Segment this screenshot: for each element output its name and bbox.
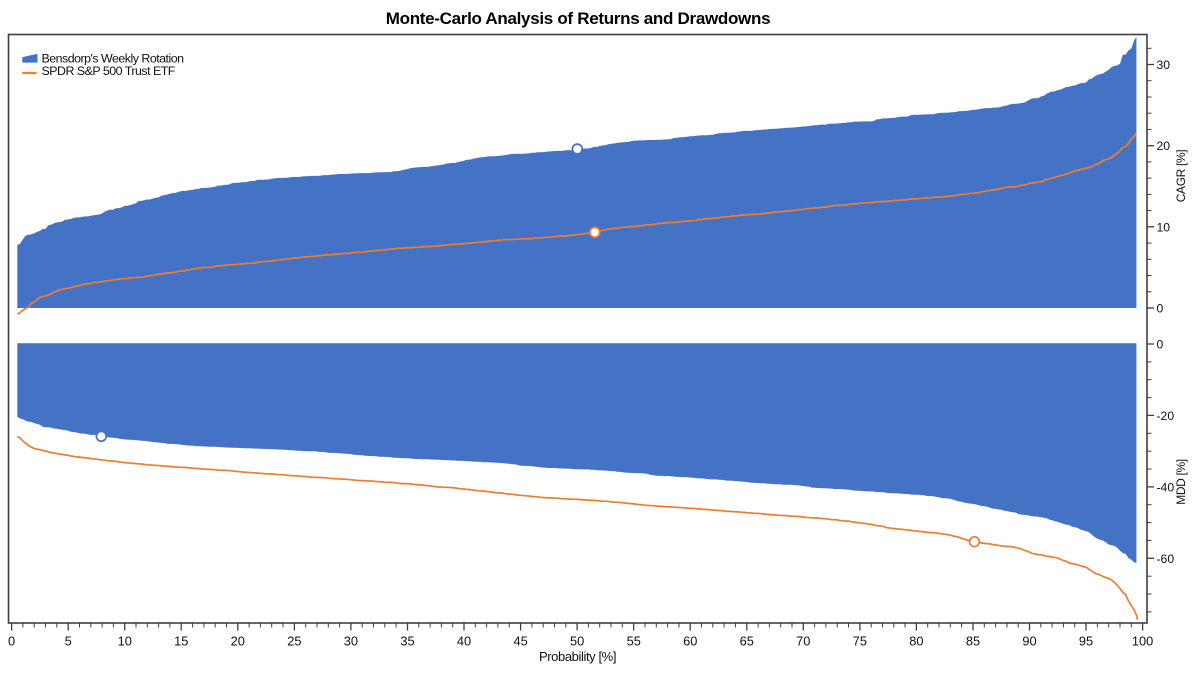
svg-text:45: 45	[513, 634, 527, 649]
svg-text:75: 75	[853, 634, 867, 649]
svg-text:60: 60	[683, 634, 697, 649]
svg-text:-20: -20	[1157, 409, 1175, 423]
svg-text:0: 0	[8, 634, 15, 649]
svg-text:40: 40	[457, 634, 471, 649]
svg-text:25: 25	[287, 634, 301, 649]
svg-text:-40: -40	[1157, 480, 1175, 494]
svg-text:Probability [%]: Probability [%]	[539, 649, 616, 664]
svg-text:-60: -60	[1157, 552, 1175, 566]
svg-text:MDD [%]: MDD [%]	[1174, 459, 1188, 505]
svg-text:SPDR S&P 500 Trust ETF: SPDR S&P 500 Trust ETF	[42, 64, 176, 78]
svg-text:20: 20	[231, 634, 245, 649]
svg-text:70: 70	[796, 634, 810, 649]
svg-text:65: 65	[740, 634, 754, 649]
svg-text:30: 30	[344, 634, 358, 649]
svg-text:95: 95	[1079, 634, 1093, 649]
svg-text:50: 50	[570, 634, 584, 649]
svg-text:Monte-Carlo Analysis of Return: Monte-Carlo Analysis of Returns and Draw…	[386, 9, 770, 28]
svg-text:30: 30	[1157, 58, 1171, 72]
svg-text:85: 85	[966, 634, 980, 649]
svg-text:0: 0	[1157, 302, 1164, 316]
svg-text:Bensdorp's Weekly Rotation: Bensdorp's Weekly Rotation	[42, 51, 185, 65]
svg-text:20: 20	[1157, 139, 1171, 153]
svg-text:5: 5	[65, 634, 72, 649]
svg-text:100: 100	[1132, 634, 1153, 649]
svg-text:0: 0	[1157, 338, 1164, 352]
svg-text:15: 15	[174, 634, 188, 649]
svg-text:35: 35	[400, 634, 414, 649]
svg-text:90: 90	[1022, 634, 1036, 649]
svg-text:10: 10	[1157, 220, 1171, 234]
svg-text:10: 10	[118, 634, 132, 649]
svg-text:55: 55	[627, 634, 641, 649]
svg-text:CAGR [%]: CAGR [%]	[1174, 150, 1188, 203]
svg-text:80: 80	[909, 634, 923, 649]
